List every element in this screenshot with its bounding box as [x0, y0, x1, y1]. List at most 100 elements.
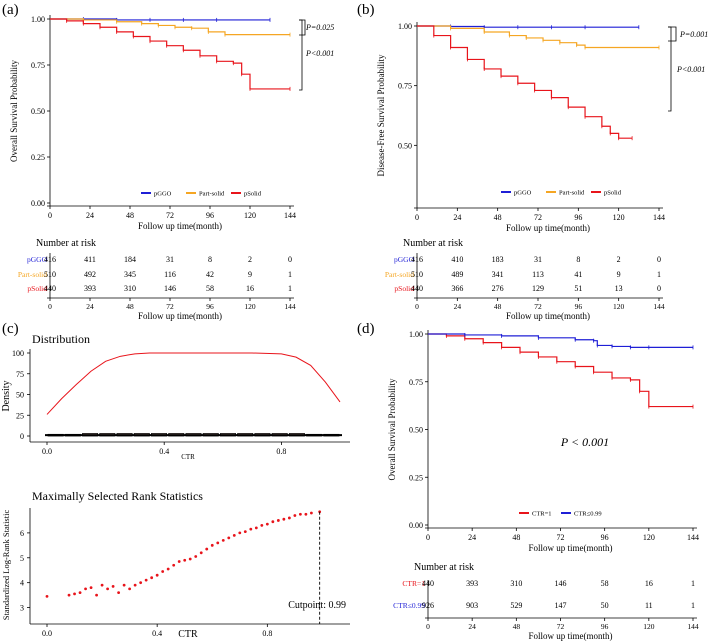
x-axis-label: Follow up time(month) [529, 543, 613, 553]
risk-table-cell: 113 [532, 270, 544, 279]
risk-table-cell: 116 [164, 270, 176, 279]
risk-table-cell: 31 [534, 255, 542, 264]
bracket-p001 [299, 19, 303, 91]
rank-stat-point [177, 560, 181, 563]
rank-stat-point [106, 587, 109, 591]
rank-stat-point [238, 531, 242, 535]
risk-table-tick-label: 144 [653, 302, 665, 311]
x-tick-label: 24 [468, 533, 476, 542]
risk-table-cell: 310 [510, 579, 522, 588]
x-tick-label: 0.0 [42, 447, 52, 456]
km-curve-psolid [417, 25, 633, 139]
rank-stat-point [122, 583, 126, 587]
rank-stat-point [183, 558, 187, 562]
km-curve-part-solid [50, 18, 290, 36]
risk-table-cell: 0 [657, 255, 661, 264]
y-axis-label: Density [1, 380, 12, 411]
risk-table-cell: 529 [510, 601, 522, 610]
x-tick-label: 0 [415, 213, 419, 222]
legend-label: CTR≤0.99 [574, 511, 602, 518]
rank-stat-point [304, 512, 308, 516]
y-tick-label: 0.00 [409, 521, 423, 530]
x-tick-label: 0.8 [276, 447, 286, 456]
risk-table-tick-label: 48 [494, 302, 502, 311]
density-curve [46, 352, 341, 415]
rank-stat-point [89, 586, 93, 590]
x-tick-label: 120 [613, 213, 625, 222]
rank-stat-point [73, 592, 76, 596]
rank-stat-point [144, 578, 148, 582]
bracket-p001-b [668, 26, 677, 42]
y-tick-label: 3 [20, 604, 24, 613]
risk-table-cell: 393 [466, 579, 478, 588]
risk-table-cell: 903 [466, 601, 478, 610]
risk-table-cell: 8 [576, 255, 580, 264]
x-tick-label: 0.0 [42, 629, 52, 638]
x-axis-label: CTR [181, 453, 195, 461]
km-curve-ctr-0-99 [428, 333, 693, 348]
risk-table-cell: 58 [601, 579, 609, 588]
legend-label: pGGO [514, 190, 532, 197]
risk-table-group: pGGO [394, 255, 415, 264]
risk-table-cell: 129 [532, 284, 544, 293]
rank-stat-point [194, 555, 198, 558]
risk-table-tick-label: 48 [126, 302, 134, 311]
rank-stat-point [227, 536, 231, 540]
rank-stat-point [78, 591, 82, 595]
risk-table-tick-label: 24 [468, 622, 476, 631]
legend-label: CTR=1 [532, 511, 552, 518]
risk-table-cell: 310 [124, 284, 136, 293]
risk-table-cell: 58 [206, 284, 214, 293]
rank-stat-point [210, 543, 214, 547]
risk-table-cell: 146 [164, 284, 176, 293]
y-tick-label: 75 [16, 370, 24, 379]
y-axis-label: Overall Survival Probability [387, 378, 397, 480]
x-tick-label: 144 [687, 533, 699, 542]
rank-stat-point [100, 583, 104, 587]
x-tick-label: 0 [426, 533, 430, 542]
rank-stat-point [133, 583, 137, 587]
chart-title: Maximally Selected Rank Statistics [32, 489, 203, 503]
risk-table-cell: 1 [288, 284, 292, 293]
risk-table-tick-label: 72 [534, 302, 542, 311]
cutpoint-label: Cutpoint: 0.99 [288, 600, 346, 611]
x-tick-label: 72 [166, 211, 174, 220]
panel-label: (c) [2, 321, 19, 337]
legend-label: Part-solid [199, 191, 225, 198]
y-tick-label: 1.00 [398, 22, 412, 31]
rank-stat-point [95, 593, 98, 597]
risk-table-cell: 16 [645, 579, 653, 588]
rank-stat-point [310, 511, 313, 515]
rank-stat-point [276, 519, 280, 522]
risk-table-tick-label: 0 [48, 302, 52, 311]
km-curve-pggo [50, 18, 270, 21]
risk-table-tick-label: 24 [86, 302, 94, 311]
risk-table-tick-label: 96 [601, 622, 609, 631]
risk-table-cell: 11 [645, 601, 653, 610]
y-tick-label: 0.50 [398, 141, 412, 150]
x-axis-label: Follow up time(month) [506, 223, 590, 233]
rank-stat-point [232, 533, 236, 537]
x-tick-label: 96 [601, 533, 609, 542]
rank-stat-point [111, 585, 115, 588]
risk-table-cell: 341 [492, 270, 504, 279]
legend-label: pSolid [604, 190, 622, 197]
y-tick-label: 6 [20, 529, 24, 538]
risk-table-group: pGGO [27, 255, 48, 264]
y-tick-label: 0 [20, 432, 24, 441]
risk-table-cell: 50 [601, 601, 609, 610]
x-tick-label: 48 [494, 213, 502, 222]
risk-table-cell: 1 [691, 601, 695, 610]
rank-stat-point [150, 576, 154, 580]
risk-table-cell: 345 [124, 270, 136, 279]
y-tick-label: 0.00 [31, 199, 45, 208]
rank-stat-point [265, 522, 269, 526]
y-tick-label: 4 [20, 579, 24, 588]
p-value-annotation: P=0.025 [305, 23, 334, 32]
x-tick-label: 144 [653, 213, 665, 222]
p-value-annotation: P<0.001 [305, 49, 334, 58]
risk-table-title: Number at risk [414, 562, 474, 573]
risk-table-xlabel: Follow up time(month) [506, 311, 590, 321]
panel-label: (a) [2, 2, 19, 18]
x-axis-label: Follow up time(month) [138, 221, 222, 231]
